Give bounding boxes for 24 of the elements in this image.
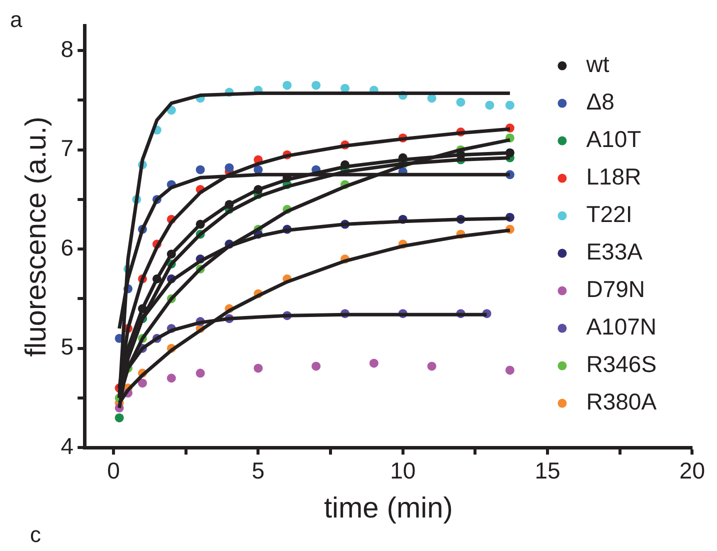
legend-label: T22I [586,201,632,228]
x-axis-title: time (min) [324,492,453,525]
x-tick-label: 0 [107,458,120,484]
y-tick-label: 6 [60,234,74,260]
y-tick-label: 5 [60,334,74,360]
legend-label: wt [585,51,610,78]
y-tick-label: 7 [60,135,74,162]
legend-label: L18R [586,164,642,190]
y-tick-label: 4 [60,432,74,459]
legend-label: D79N [586,276,646,302]
y-tick-label: 8 [60,36,74,62]
legend-label: A10T [586,126,642,152]
y-axis-title: fluorescence (a.u.) [20,116,52,357]
text: a [10,7,23,32]
x-tick-label: 10 [390,458,416,484]
legend-label: A107N [586,314,657,340]
legend-label: R346S [586,351,657,378]
legend-label: E33A [586,238,644,265]
x-tick-label: 20 [679,458,706,484]
legend-label: R380A [586,388,658,415]
x-tick-label: 15 [534,458,560,484]
legend-label: Δ8 [586,88,614,115]
x-tick-label: 5 [252,458,265,484]
text: c [30,522,41,548]
